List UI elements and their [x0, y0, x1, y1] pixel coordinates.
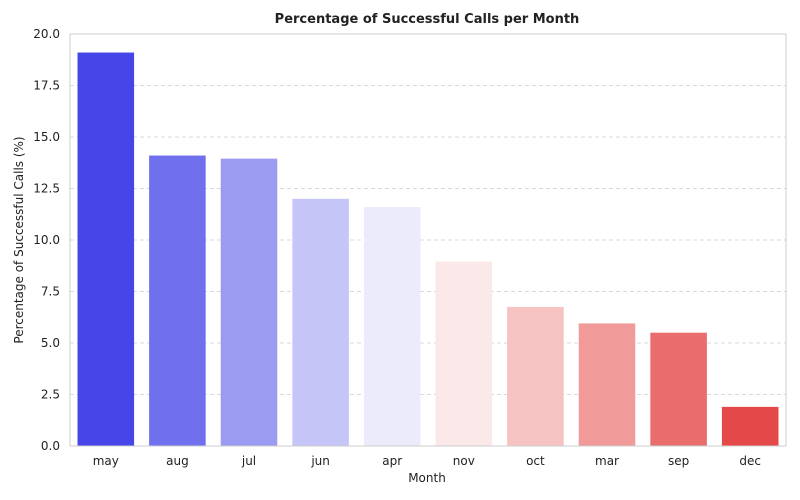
x-tick-label: apr: [382, 454, 402, 468]
bar-dec: [721, 406, 779, 446]
bar-nov: [435, 261, 493, 446]
bar-mar: [578, 323, 636, 446]
x-tick-label: sep: [668, 454, 689, 468]
bar-jul: [220, 158, 278, 446]
bar-oct: [507, 306, 564, 446]
x-tick-label: oct: [526, 454, 545, 468]
bar-aug: [149, 155, 206, 447]
x-axis-label: Month: [408, 471, 446, 485]
y-tick-label: 20.0: [33, 27, 60, 41]
y-axis-ticks: 0.0 2.5 5.0 7.5 10.0 12.5 15.0 17.5 20.0: [33, 27, 60, 453]
y-tick-label: 10.0: [33, 233, 60, 247]
y-tick-label: 5.0: [41, 336, 60, 350]
bar-sep: [650, 332, 707, 446]
y-tick-label: 7.5: [41, 285, 60, 299]
x-axis-ticks: may aug jul jun apr nov oct mar sep dec: [93, 454, 761, 468]
plot-frame: [69, 33, 787, 447]
y-axis-label: Percentage of Successful Calls (%): [12, 136, 26, 343]
y-tick-label: 12.5: [33, 182, 60, 196]
x-tick-label: may: [93, 454, 119, 468]
y-tick-label: 0.0: [41, 439, 60, 453]
y-tick-label: 2.5: [41, 388, 60, 402]
x-tick-label: mar: [595, 454, 619, 468]
x-tick-label: dec: [739, 454, 761, 468]
x-tick-label: jun: [310, 454, 330, 468]
x-tick-label: jul: [241, 454, 256, 468]
y-tick-label: 15.0: [33, 130, 60, 144]
bar-jun: [292, 198, 349, 446]
chart-title: Percentage of Successful Calls per Month: [275, 12, 580, 27]
bar-apr: [363, 207, 421, 446]
x-tick-label: aug: [166, 454, 189, 468]
x-tick-label: nov: [453, 454, 475, 468]
y-tick-label: 17.5: [33, 79, 60, 93]
bars: [77, 52, 779, 447]
bar-may: [77, 52, 135, 446]
